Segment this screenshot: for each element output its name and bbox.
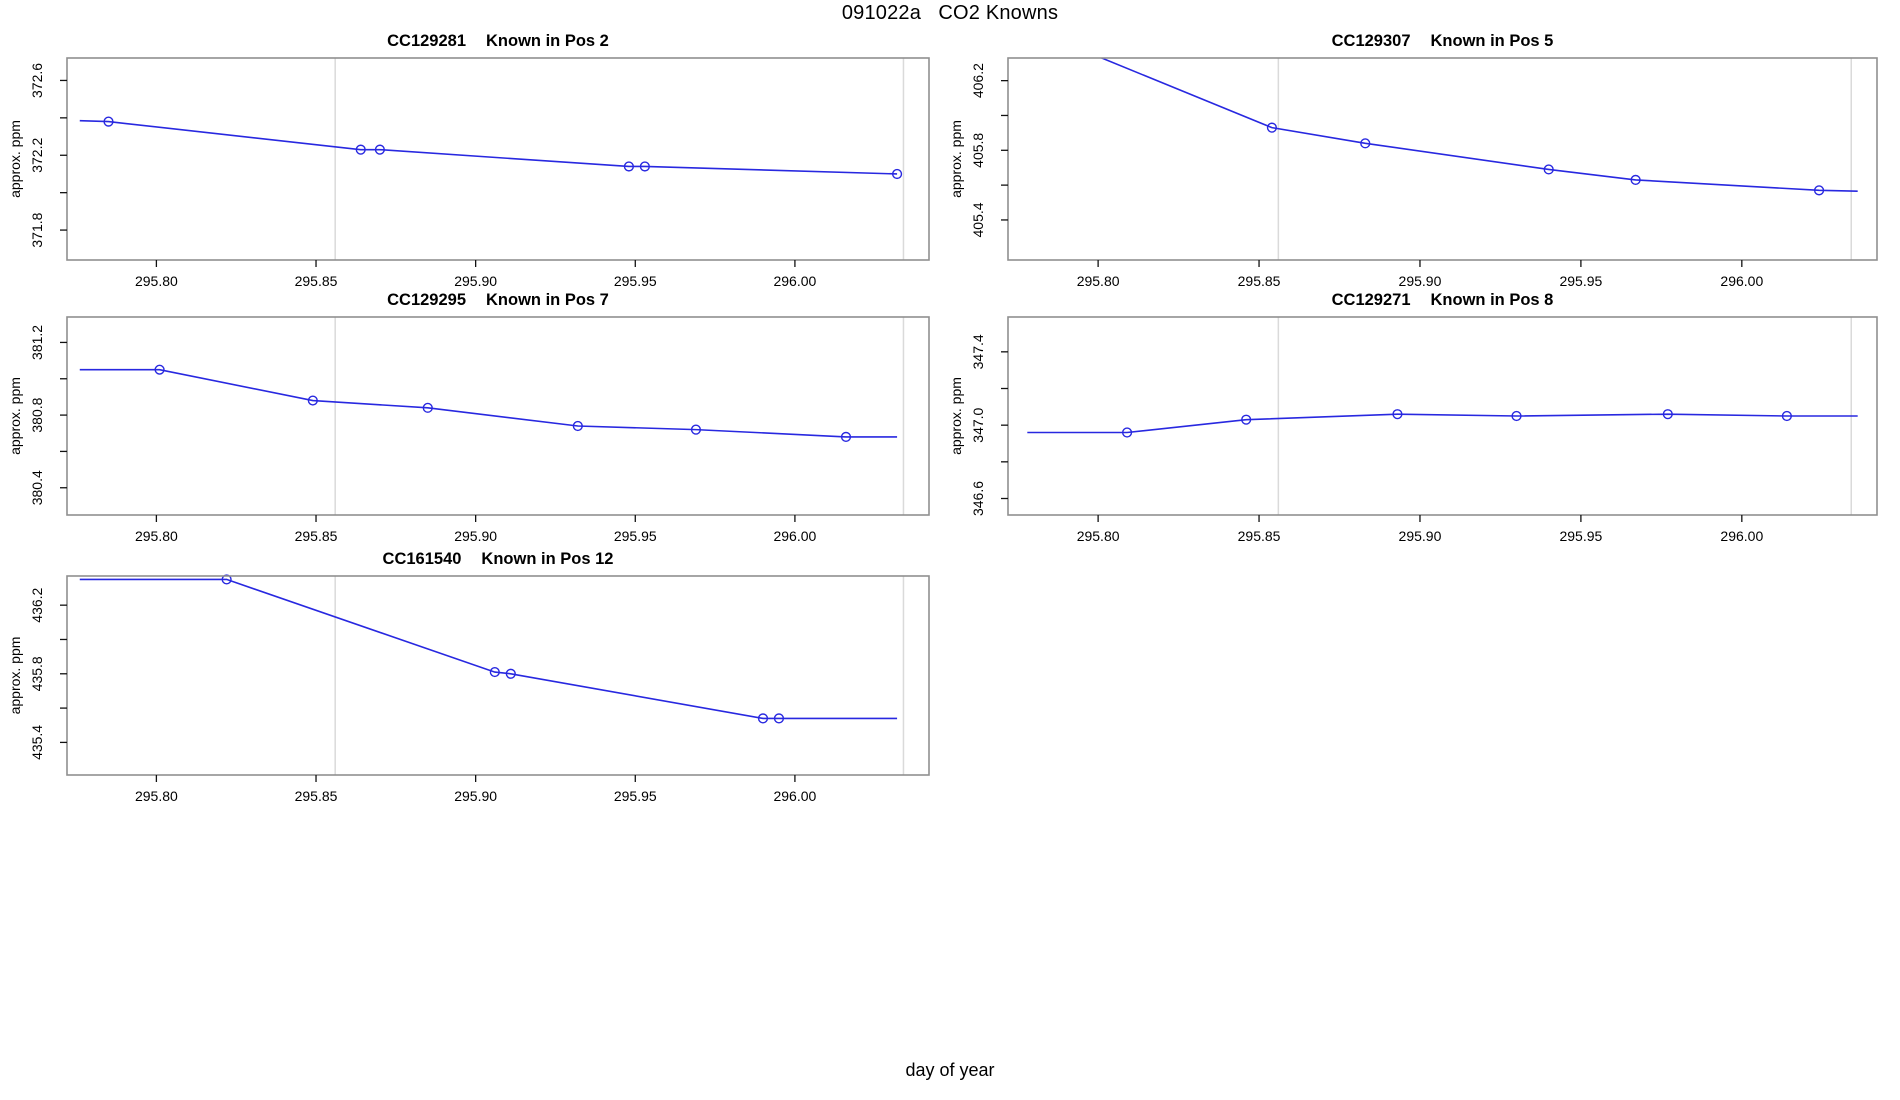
x-tick-label: 295.90 (1399, 273, 1442, 289)
x-tick-label: 295.95 (1559, 528, 1602, 544)
x-tick-label: 295.90 (454, 273, 497, 289)
data-point-marker (221, 574, 232, 585)
y-tick-label: 346.6 (970, 481, 986, 516)
x-tick-label: 295.95 (614, 273, 657, 289)
x-tick-label: 295.80 (1077, 528, 1120, 544)
data-point-marker (505, 668, 516, 679)
data-point-marker (1511, 410, 1522, 422)
x-tick-label: 296.00 (773, 273, 816, 289)
panel-title: CC129307 Known in Pos 5 (1332, 32, 1554, 50)
panel-title: CC129281 Known in Pos 2 (387, 32, 609, 50)
data-point-marker (355, 144, 366, 155)
y-axis-title: approx. ppm (7, 120, 23, 198)
x-tick-label: 295.85 (1238, 273, 1281, 289)
panel-CC129281: 295.80 295.85 295.90 295.95 296.00 371.8 372.2… (7, 32, 930, 289)
plot-border (1007, 57, 1878, 261)
data-point-marker (690, 424, 702, 435)
y-tick-label: 406.2 (970, 63, 986, 98)
data-point-marker (1630, 174, 1641, 185)
panel-title: CC129295 Known in Pos 7 (387, 291, 609, 309)
x-tick-label: 295.85 (295, 528, 338, 544)
data-line (79, 578, 898, 720)
x-axis-label: day of year (905, 1060, 995, 1080)
y-tick-label: 435.4 (29, 725, 45, 760)
data-line (1027, 413, 1858, 434)
data-point-marker (1121, 427, 1133, 438)
data-point-marker (623, 161, 634, 172)
y-tick-label: 380.4 (29, 470, 45, 505)
data-point-marker (773, 713, 785, 724)
x-tick-label: 295.85 (295, 273, 338, 289)
figure-title: 091022a CO2 Knowns (841, 2, 1059, 24)
x-tick-label: 295.95 (614, 528, 657, 544)
data-point-marker (1813, 185, 1825, 196)
y-tick-label: 405.8 (970, 133, 986, 168)
x-tick-label: 296.00 (773, 788, 816, 804)
panel-CC129295: 295.80 295.85 295.90 295.95 296.00 380.4 380.8… (7, 291, 930, 544)
x-tick-label: 295.80 (135, 273, 178, 289)
x-tick-label: 296.00 (1720, 273, 1763, 289)
y-tick-label: 435.8 (29, 656, 45, 691)
data-point-marker (1241, 414, 1252, 425)
data-point-marker (639, 161, 650, 172)
data-point-marker (1392, 409, 1403, 420)
x-tick-label: 296.00 (773, 528, 816, 544)
y-axis-title: approx. ppm (948, 120, 964, 198)
data-point-marker (1266, 122, 1278, 133)
x-tick-label: 295.95 (614, 788, 657, 804)
panel-CC129307: 295.80 295.85 295.90 295.95 296.00 405.4 405.8… (948, 32, 1878, 289)
panel-title: CC161540 Known in Pos 12 (383, 550, 614, 568)
y-tick-label: 436.2 (29, 587, 45, 622)
data-point-marker (307, 395, 318, 406)
y-tick-label: 372.2 (29, 138, 45, 173)
data-line (79, 119, 898, 175)
data-point-marker (1543, 164, 1554, 175)
x-tick-label: 295.95 (1559, 273, 1602, 289)
y-tick-label: 347.0 (970, 407, 986, 442)
data-line (79, 368, 898, 438)
data-point-marker (154, 364, 165, 375)
data-point-marker (572, 420, 583, 432)
panel-CC129271: 295.80 295.85 295.90 295.95 296.00 346.6 347.0… (948, 291, 1878, 544)
plot-border (66, 57, 930, 261)
y-axis-title: approx. ppm (7, 377, 23, 455)
data-point-marker (489, 666, 500, 678)
data-point-marker (1781, 410, 1792, 422)
x-tick-label: 295.85 (1238, 528, 1281, 544)
data-point-marker (1662, 409, 1673, 420)
data-point-marker (103, 116, 114, 127)
y-tick-label: 347.4 (970, 334, 986, 369)
data-point-marker (891, 168, 903, 180)
y-tick-label: 405.4 (970, 202, 986, 237)
data-point-marker (1360, 138, 1371, 149)
y-axis-title: approx. ppm (7, 637, 23, 715)
y-tick-label: 371.8 (29, 212, 45, 247)
plot-border (1007, 316, 1878, 516)
x-tick-label: 295.90 (454, 788, 497, 804)
data-line (1099, 58, 1858, 193)
x-tick-label: 295.80 (135, 788, 178, 804)
x-tick-label: 295.90 (1399, 528, 1442, 544)
data-point-marker (374, 144, 385, 155)
data-point-marker (840, 431, 852, 442)
data-point-marker (757, 713, 769, 724)
plot-border (66, 316, 930, 516)
data-point-marker (422, 402, 433, 413)
plot-border (66, 575, 930, 776)
x-tick-label: 296.00 (1720, 528, 1763, 544)
panel-CC161540: 295.80 295.85 295.90 295.95 296.00 435.4 435.8… (7, 550, 930, 804)
x-tick-label: 295.85 (295, 788, 338, 804)
y-tick-label: 381.2 (29, 325, 45, 360)
x-tick-label: 295.80 (135, 528, 178, 544)
y-tick-label: 372.6 (29, 63, 45, 98)
x-tick-label: 295.80 (1077, 273, 1120, 289)
x-tick-label: 295.90 (454, 528, 497, 544)
panel-title: CC129271 Known in Pos 8 (1332, 291, 1554, 309)
y-tick-label: 380.8 (29, 397, 45, 432)
y-axis-title: approx. ppm (948, 377, 964, 455)
